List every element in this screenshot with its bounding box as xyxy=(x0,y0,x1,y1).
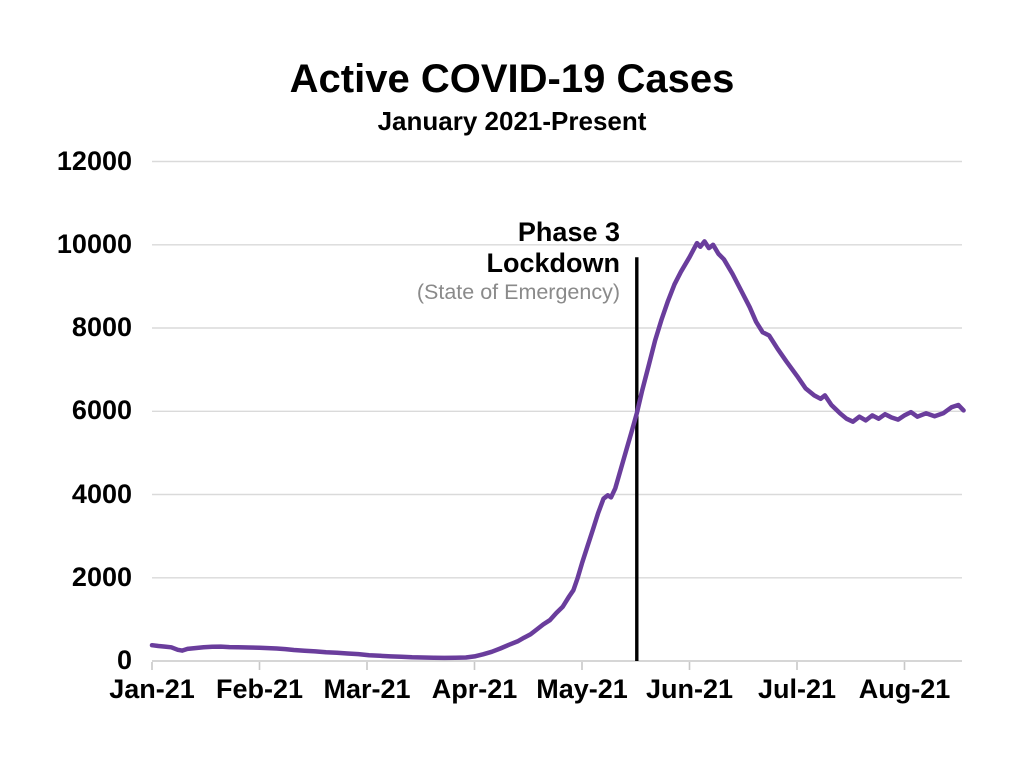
y-axis-tick-label: 10000 xyxy=(56,228,132,259)
y-axis-tick-label: 12000 xyxy=(56,145,132,176)
y-axis-tick-label: 8000 xyxy=(71,312,132,342)
y-axis-tick-label: 4000 xyxy=(71,478,132,509)
x-axis-tick-label: Aug-21 xyxy=(858,674,951,704)
annotation-line-emergency: (State of Emergency) xyxy=(416,280,620,304)
cases-line xyxy=(149,239,966,661)
lockdown-annotation: Phase 3 Lockdown (State of Emergency) xyxy=(417,217,620,305)
x-axis-tick-label: Mar-21 xyxy=(323,674,411,704)
annotation-line-phase: Phase 3 xyxy=(517,217,620,247)
x-axis-tick-label: May-21 xyxy=(536,674,628,704)
x-axis-tick-label: Jul-21 xyxy=(757,674,837,704)
x-axis-tick-label: Jun-21 xyxy=(645,674,734,704)
x-axis-tick-label: Feb-21 xyxy=(215,674,304,704)
y-axis-tick-label: 6000 xyxy=(71,395,132,426)
annotation-line-lockdown: Lockdown xyxy=(486,248,621,278)
y-axis-tick-label: 2000 xyxy=(71,561,132,592)
x-axis-tick-label: Jan-21 xyxy=(109,674,195,704)
chart-subtitle: January 2021-Present xyxy=(377,106,647,136)
y-axis-tick-label: 0 xyxy=(116,645,132,675)
chart-title: Active COVID-19 Cases xyxy=(289,57,735,101)
x-axis-tick-label: Apr-21 xyxy=(431,674,518,704)
